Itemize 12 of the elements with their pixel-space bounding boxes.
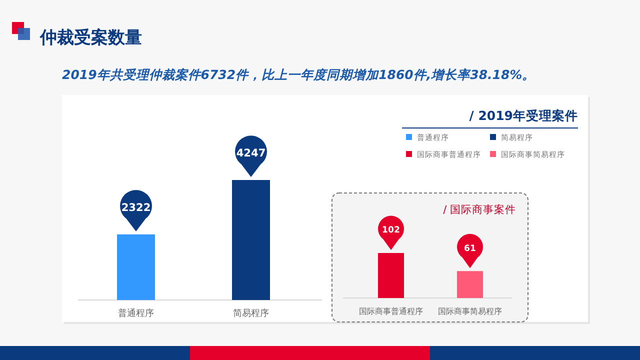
data-label: 4247 — [236, 147, 266, 160]
data-label: 61 — [464, 244, 476, 254]
data-label: 2322 — [121, 202, 151, 214]
x-tick-label: 国际商事普通程序 — [359, 307, 423, 316]
text: 仲裁受案数量 — [39, 27, 142, 48]
chart-title: / 国际商事案件 — [443, 203, 516, 216]
x-tick-label: 简易程序 — [233, 308, 269, 319]
data-label: 102 — [382, 226, 400, 236]
text: / 2019年受理案件 — [469, 108, 578, 123]
x-tick-label: 普通程序 — [118, 308, 154, 319]
text: 2019年共受理仲裁案件6732件，比上一年度同期增加1860件,增长率38.18%。 — [62, 67, 536, 82]
x-tick-label: 国际商事简易程序 — [438, 307, 502, 316]
